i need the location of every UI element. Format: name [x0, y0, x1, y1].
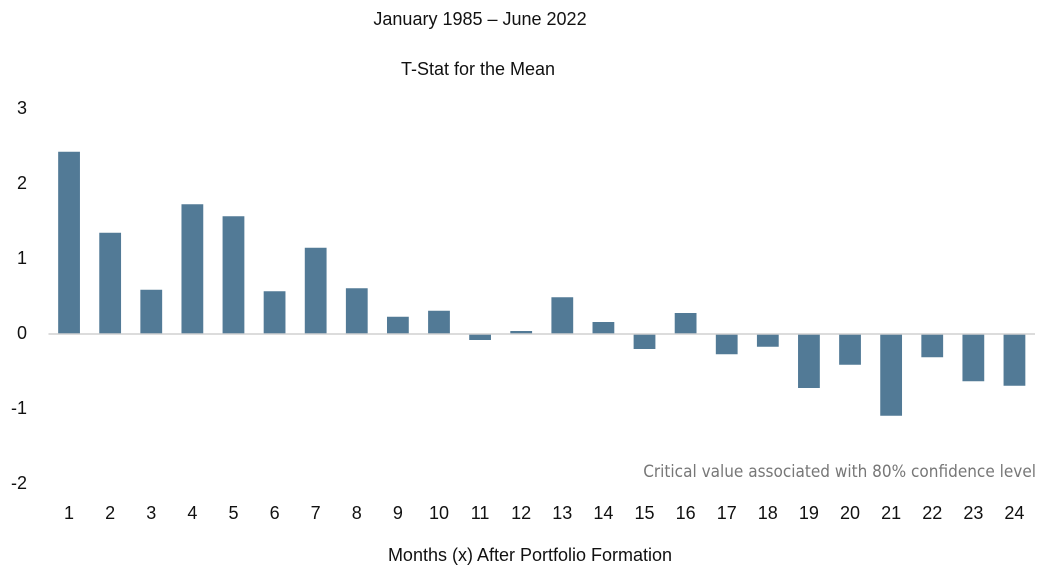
- x-tick-label: 10: [429, 503, 449, 523]
- bar: [921, 334, 944, 358]
- bar: [386, 316, 409, 334]
- bar: [140, 289, 163, 334]
- x-tick-label: 19: [799, 503, 819, 523]
- y-tick-label: 2: [17, 173, 27, 193]
- bar: [839, 334, 861, 365]
- y-tick-label: -1: [11, 398, 27, 418]
- chart-title: T-Stat for the Mean: [401, 59, 555, 79]
- x-tick-label: 4: [187, 503, 197, 523]
- bar: [304, 247, 327, 334]
- x-tick-label: 13: [552, 503, 572, 523]
- x-tick-label: 12: [511, 503, 531, 523]
- bar: [592, 322, 615, 334]
- x-tick-label: 6: [270, 503, 280, 523]
- bar: [428, 310, 450, 334]
- bar: [181, 204, 204, 334]
- x-tick-label: 17: [717, 503, 737, 523]
- x-tick-label: 11: [471, 503, 490, 523]
- x-tick-label: 7: [311, 503, 321, 523]
- x-tick-label: 18: [758, 503, 778, 523]
- bar: [222, 216, 245, 334]
- bar: [633, 334, 656, 349]
- bar: [345, 288, 368, 334]
- x-tick-label: 9: [393, 503, 403, 523]
- bar: [469, 334, 491, 340]
- x-tick-label: 2: [105, 503, 115, 523]
- y-tick-label: 3: [17, 98, 27, 118]
- x-tick-label: 5: [228, 503, 238, 523]
- x-tick-label: 1: [64, 503, 74, 523]
- bar: [880, 334, 903, 416]
- bar: [99, 232, 122, 334]
- bar: [798, 334, 820, 388]
- x-tick-label: 23: [963, 503, 983, 523]
- chart-subtitle: January 1985 – June 2022: [373, 9, 586, 29]
- x-axis-label: Months (x) After Portfolio Formation: [388, 545, 672, 565]
- x-tick-label: 20: [840, 503, 860, 523]
- x-tick-label: 21: [881, 503, 901, 523]
- y-tick-label: 1: [17, 248, 27, 268]
- x-tick-label: 24: [1004, 503, 1024, 523]
- x-tick-label: 3: [146, 503, 156, 523]
- bar: [551, 297, 574, 334]
- x-tick-label: 8: [352, 503, 362, 523]
- x-tick-label: 15: [634, 503, 654, 523]
- x-tick-label: 14: [593, 503, 613, 523]
- bar: [1003, 334, 1026, 386]
- x-tick-label: 16: [676, 503, 696, 523]
- y-tick-label: -2: [11, 473, 27, 493]
- bar: [715, 334, 738, 355]
- bar: [58, 151, 80, 334]
- bar: [674, 313, 697, 334]
- bar: [962, 334, 985, 382]
- y-tick-label: 0: [17, 323, 27, 343]
- bar: [510, 331, 533, 334]
- annotation: Critical value associated with 80% confi…: [643, 462, 1036, 482]
- bar: [756, 334, 779, 347]
- bar: [263, 291, 286, 334]
- x-tick-label: 22: [922, 503, 942, 523]
